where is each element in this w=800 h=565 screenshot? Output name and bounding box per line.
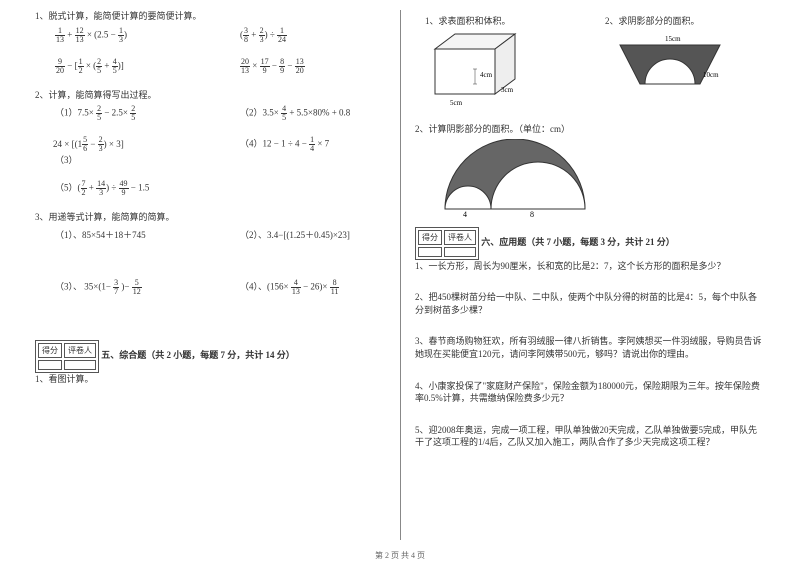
semic-a: 4 [463,210,467,219]
q1a: 113 + 1213 × (2.5 − 13) [55,27,200,44]
r1a-title: 1、求表面积和体积。 [425,14,585,27]
q2-1: （1）7.5× 25 − 2.5× 25 [55,105,200,122]
cuboid-h: 3cm [501,86,514,94]
app3: 3、春节商场购物狂欢，所有羽绒服一律八折销售。李阿姨想买一件羽绒服，导购员告诉她… [415,335,765,360]
semicircle-figure: 4 8 [435,139,605,219]
cuboid-w: 5cm [450,99,463,107]
section5-title: 五、综合题（共 2 小题，每题 7 分，共计 14 分） [101,350,295,360]
page-footer: 第 2 页 共 4 页 [0,550,800,561]
score-box-6: 得分评卷人 [415,227,479,260]
q1c: 920 − [12 × (25 + 45)] [55,58,200,75]
score-label-6: 得分 [418,230,442,245]
q3-1: （1）、85×54＋18＋745 [55,228,200,241]
cuboid-d: 4cm [480,71,493,79]
score-label: 得分 [38,343,62,358]
app1: 1、一长方形，周长为90厘米，长和宽的比是2：7，这个长方形的面积是多少？ [415,260,765,273]
q2-3: 24 × [(156 − 23) × 3]（3） [55,136,200,166]
q3-4: （4）、(156× 413 − 26)× 811 [240,279,385,296]
q1b: (38 + 23) ÷ 124 [240,27,385,44]
q1d: 2013 × 179 − 89 − 1320 [240,58,385,75]
q1-title: 1、脱式计算，能简便计算的要简便计算。 [35,10,385,23]
app2: 2、把450棵树苗分给一中队、二中队，使两个中队分得的树苗的比是4：5，每个中队… [415,291,765,316]
column-divider [400,10,401,540]
score-box: 得分评卷人 [35,340,99,373]
r2-title: 2、计算阴影部分的面积。（单位：cm） [415,123,765,136]
q2-5: （5）(72 + 143) ÷ 499 − 1.5 [55,180,200,197]
right-column: 1、求表面积和体积。 4cm 3cm 5cm 2、求阴影部分的面积。 15cm [415,10,765,540]
q3-2: （2）、3.4−[(1.25＋0.45)×23] [240,228,385,241]
cuboid-figure: 4cm 3cm 5cm [425,29,535,109]
q5-1: 1、看图计算。 [35,373,385,386]
q2-4: （4）12 − 1 ÷ 4 − 14 × 7 [240,136,385,166]
semic-b: 8 [530,210,534,219]
q3-title: 3、用递等式计算，能简算的简算。 [35,211,385,224]
q2-title: 2、计算，能简算得写出过程。 [35,89,385,102]
trap-top: 15cm [665,35,681,43]
grader-label: 评卷人 [64,343,96,358]
section5-header: 得分评卷人 五、综合题（共 2 小题，每题 7 分，共计 14 分） [35,340,385,373]
section6-title: 六、应用题（共 7 小题，每题 3 分，共计 21 分） [481,237,675,247]
left-column: 1、脱式计算，能简便计算的要简便计算。 113 + 1213 × (2.5 − … [35,10,385,540]
app4: 4、小康家投保了"家庭财产保险"，保险金额为180000元，保险期限为三年。按年… [415,380,765,405]
grader-label-6: 评卷人 [444,230,476,245]
trapezoid-figure: 15cm 10cm [605,29,735,99]
q2-2: （2）3.5× 45 + 5.5×80% + 0.8 [240,105,385,122]
q3-3: （3）、 35×(1− 37 )− 512 [55,279,200,296]
section6-header: 得分评卷人 六、应用题（共 7 小题，每题 3 分，共计 21 分） [415,227,765,260]
trap-bottom: 10cm [703,71,719,79]
app5: 5、迎2008年奥运，完成一项工程，甲队单独做20天完成，乙队单独做要5完成，甲… [415,424,765,449]
r1b-title: 2、求阴影部分的面积。 [605,14,765,27]
